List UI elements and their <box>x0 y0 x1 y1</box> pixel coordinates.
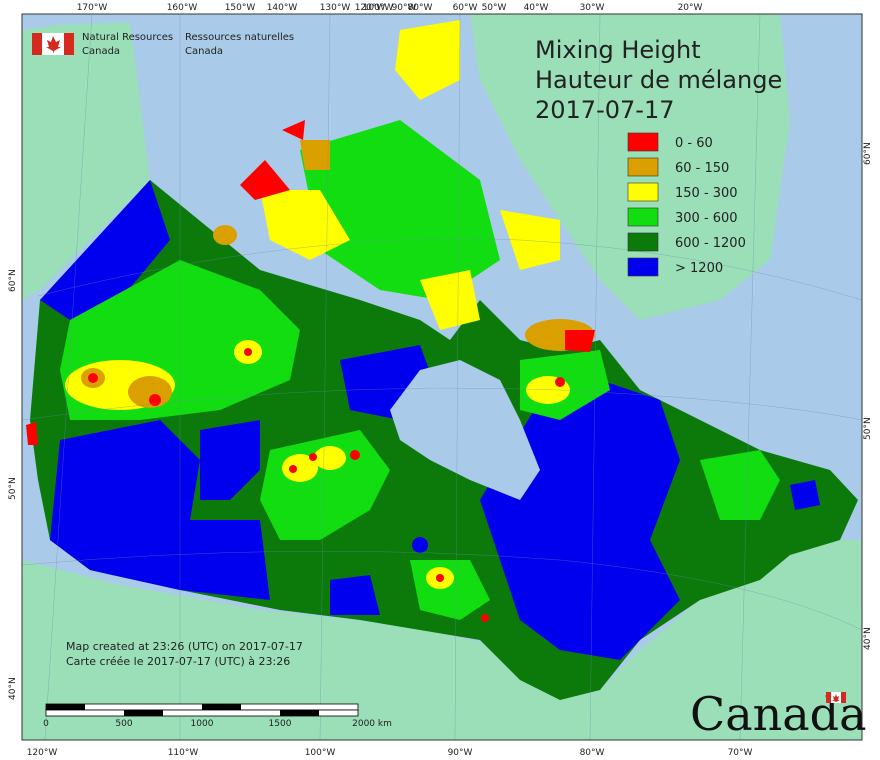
footer-created-en: Map created at 23:26 (UTC) on 2017-07-17 <box>66 640 303 653</box>
top-tick-label: 120°W <box>355 3 386 13</box>
top-tick-label: 140°W <box>267 3 298 13</box>
legend-label: 60 - 150 <box>675 161 729 176</box>
zone-red-spot <box>88 373 98 383</box>
zone-blue-spot <box>412 537 428 553</box>
map-title-fr: Hauteur de mélange <box>535 66 782 94</box>
zone-red-spot <box>436 574 444 582</box>
wordmark-flag-icon <box>826 692 846 703</box>
zone-red-spot <box>244 348 252 356</box>
zone-blue-central <box>200 420 260 500</box>
top-tick-label: 100°W <box>363 3 394 13</box>
legend-label: 0 - 60 <box>675 136 713 151</box>
scale-label-500: 500 <box>115 719 132 729</box>
agency-en-line1: Natural Resources <box>82 32 173 43</box>
zone-red-spot <box>289 465 297 473</box>
agency-en-line2: Canada <box>82 46 120 57</box>
top-tick-label: 20°W <box>678 3 703 13</box>
legend-swatch <box>627 157 659 177</box>
map-date: 2017-07-17 <box>535 96 674 124</box>
zone-yellow-blob <box>314 446 346 470</box>
zone-red-spot <box>309 453 317 461</box>
agency-fr-line2: Canada <box>185 46 223 57</box>
zone-lightgreen-east <box>700 450 780 520</box>
zone-red-spot <box>481 614 489 622</box>
top-tick-label: 150°W <box>225 3 256 13</box>
zone-red-north <box>240 160 290 200</box>
scale-label-1500: 1500 <box>269 719 292 729</box>
right-tick-label: 60°N <box>863 142 873 165</box>
zone-yellow-island <box>420 270 480 330</box>
zone-orange-blob <box>213 225 237 245</box>
legend-swatch <box>627 232 659 252</box>
zone-red-spot <box>149 394 161 406</box>
zone-blue-newfoundland <box>790 480 820 510</box>
bottom-tick-label: 120°W <box>27 748 58 758</box>
alaska-land <box>22 22 150 300</box>
top-tick-label: 90°W <box>392 3 417 13</box>
left-tick-label: 50°N <box>8 477 18 500</box>
legend-swatch <box>627 207 659 227</box>
zone-yellow-ellesmere <box>395 20 460 100</box>
legend-label: 300 - 600 <box>675 211 738 226</box>
canada-flag-icon <box>32 33 74 55</box>
legend-swatch <box>627 257 659 277</box>
bottom-tick-label: 100°W <box>305 748 336 758</box>
zone-yellow-blob <box>282 454 318 482</box>
hudson-bay <box>390 360 540 500</box>
scale-label-0: 0 <box>43 719 49 729</box>
scale-bar: 0 500 1000 1500 2000 km <box>43 703 392 729</box>
legend-swatch <box>627 182 659 202</box>
zone-lightgreen-arctic <box>300 120 500 300</box>
zone-blue-west <box>40 180 170 320</box>
bottom-tick-label: 90°W <box>448 748 473 758</box>
top-tick-label: 160°W <box>167 3 198 13</box>
zone-red-north <box>282 120 305 140</box>
map-title-en: Mixing Height <box>535 36 701 64</box>
legend-label: 600 - 1200 <box>675 236 746 251</box>
top-tick-label: 50°W <box>482 3 507 13</box>
right-tick-label: 50°N <box>863 417 873 440</box>
zone-blue-south <box>50 420 270 600</box>
scale-label-2000: 2000 km <box>352 719 392 729</box>
usa-land <box>22 540 862 740</box>
left-tick-label: 60°N <box>8 269 18 292</box>
top-tick-label: 170°W <box>77 3 108 13</box>
legend-swatch <box>627 132 659 152</box>
bottom-tick-label: 110°W <box>168 748 199 758</box>
agency-fr-line1: Ressources naturelles <box>185 32 294 43</box>
zone-red-spot <box>350 450 360 460</box>
top-tick-label: 60°W <box>453 3 478 13</box>
zone-yellow-baffin <box>500 210 560 270</box>
legend: 0 - 60 60 - 150 150 - 300 300 - 600 600 - 12… <box>627 132 746 277</box>
top-tick-label: 30°W <box>580 3 605 13</box>
zone-blue-lake <box>330 575 380 615</box>
top-tick-label: 80°W <box>408 3 433 13</box>
bottom-tick-label: 80°W <box>580 748 605 758</box>
right-tick-label: 40°N <box>863 627 873 650</box>
footer-created-fr: Carte créée le 2017-07-17 (UTC) à 23:26 <box>66 655 290 668</box>
zone-red-labrador <box>565 330 595 352</box>
zone-orange-north <box>300 140 330 170</box>
scale-label-1000: 1000 <box>191 719 214 729</box>
zone-red-west-coast <box>26 422 38 445</box>
top-tick-label: 40°W <box>524 3 549 13</box>
zone-red-spot <box>555 377 565 387</box>
legend-label: 150 - 300 <box>675 186 738 201</box>
top-tick-label: 130°W <box>320 3 351 13</box>
graticule <box>21 13 863 741</box>
left-tick-label: 40°N <box>8 677 18 700</box>
legend-label: > 1200 <box>675 261 723 276</box>
bottom-tick-label: 70°W <box>728 748 753 758</box>
